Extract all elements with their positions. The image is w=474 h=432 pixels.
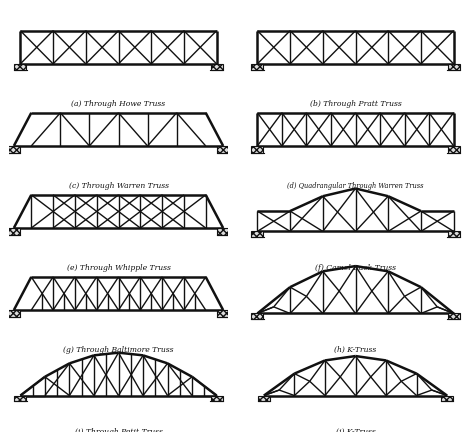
Bar [251,314,264,319]
Bar [8,146,20,152]
Bar [447,232,460,237]
Text: (h) K-Truss: (h) K-Truss [334,346,377,354]
Bar [251,146,264,152]
Bar [217,310,229,317]
Text: (j) K-Truss: (j) K-Truss [336,429,375,432]
Bar [14,396,27,401]
Bar [447,64,460,70]
Bar [217,146,229,152]
Bar [14,64,27,70]
Bar [447,146,460,152]
Bar [210,64,223,70]
Bar [251,232,264,237]
Text: (b) Through Pratt Truss: (b) Through Pratt Truss [310,100,401,108]
Bar [217,228,229,235]
Bar [447,314,460,319]
Bar [8,228,20,235]
Bar [210,396,223,401]
Text: (e) Through Whipple Truss: (e) Through Whipple Truss [66,264,171,272]
Text: (i) Through Petit Truss: (i) Through Petit Truss [74,429,163,432]
Text: (g) Through Baltimore Truss: (g) Through Baltimore Truss [63,346,174,354]
Bar [251,64,264,70]
Bar [441,396,453,401]
Bar [258,396,270,401]
Bar [8,310,20,317]
Text: (a) Through Howe Truss: (a) Through Howe Truss [72,100,165,108]
Text: (f) Camel Back Truss: (f) Camel Back Truss [315,264,396,272]
Text: (c) Through Warren Truss: (c) Through Warren Truss [69,182,168,190]
Text: (d) Quadrangular Through Warren Truss: (d) Quadrangular Through Warren Truss [287,182,424,190]
